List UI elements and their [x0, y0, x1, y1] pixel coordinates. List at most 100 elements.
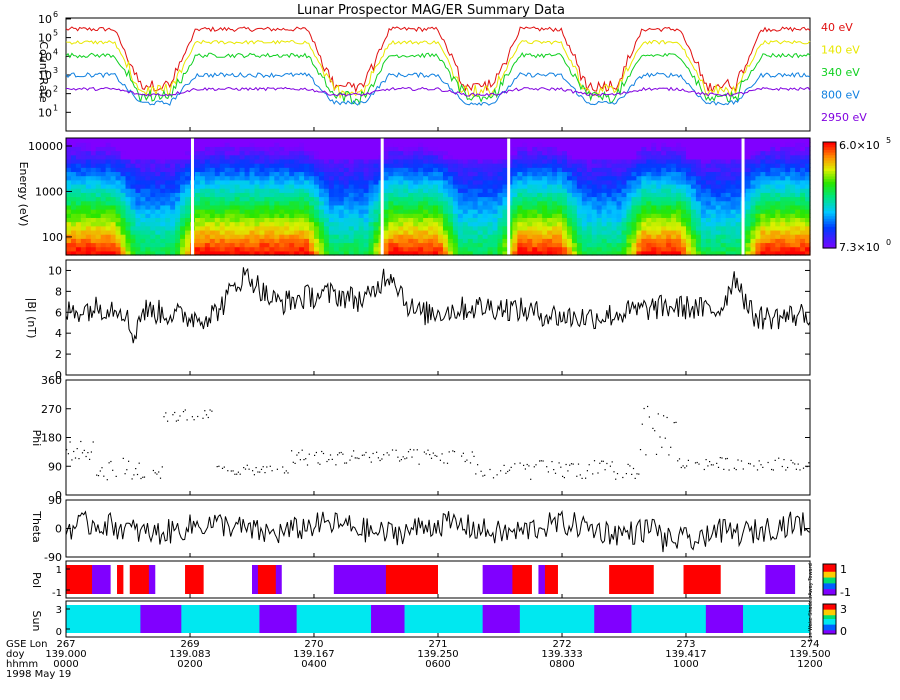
- phi-point: [567, 470, 569, 472]
- spectrogram-cell: [338, 242, 345, 248]
- phi-point: [588, 464, 590, 466]
- spectrogram-cell: [775, 150, 781, 156]
- spectrogram-cell: [165, 175, 171, 181]
- spectrogram-cell: [805, 246, 811, 252]
- spectrogram-cell: [576, 192, 583, 198]
- spectrogram-cell: [264, 163, 270, 168]
- spectrogram-cell: [398, 242, 404, 248]
- spectrogram-cell: [695, 250, 702, 256]
- spectrogram-cell: [621, 150, 628, 156]
- spectrogram-cell: [224, 204, 231, 210]
- spectrogram-cell: [234, 138, 241, 143]
- spectrogram-cell: [700, 217, 707, 223]
- spectrogram-cell: [606, 213, 613, 218]
- sun-ytick-label: 0: [56, 627, 62, 638]
- spectrogram-cell: [492, 142, 499, 147]
- spectrogram-cell: [621, 142, 628, 147]
- spectrogram-cell: [566, 138, 573, 143]
- spectrogram-cell: [368, 238, 375, 244]
- spectrogram-cell: [185, 246, 191, 252]
- spectrogram-cell: [194, 142, 201, 147]
- spectrogram-cell: [631, 217, 637, 223]
- spectrogram-cell: [90, 179, 97, 185]
- spectrogram-cell: [705, 146, 712, 152]
- spectrogram-cell: [418, 146, 424, 152]
- spectrogram-cell: [229, 150, 236, 156]
- spectrogram-cell: [304, 192, 310, 198]
- spectrogram-cell: [413, 146, 419, 152]
- phi-point: [581, 477, 583, 479]
- spectrogram-cell: [294, 238, 300, 244]
- spectrogram-cell: [224, 225, 231, 231]
- spectrogram-cell: [170, 154, 176, 160]
- spectrogram-cell: [110, 242, 117, 248]
- spectrogram-cell: [229, 188, 236, 193]
- spectrogram-cell: [413, 204, 419, 210]
- spectrogram-cell: [393, 229, 399, 235]
- spectrogram-cell: [517, 213, 523, 218]
- phi-point: [756, 469, 759, 471]
- spectrogram-cell: [333, 175, 340, 181]
- spectrogram-cell: [100, 221, 107, 227]
- sun-segment: [705, 605, 744, 633]
- spectrogram-cell: [289, 150, 295, 156]
- spectrogram-cell: [606, 179, 613, 185]
- spectrogram-cell: [194, 213, 201, 218]
- spectrogram-cell: [775, 167, 781, 173]
- spectrogram-cell: [244, 217, 251, 223]
- spectrogram-cell: [433, 163, 439, 168]
- spectrogram-cell: [581, 229, 588, 235]
- spectrogram-cell: [239, 183, 246, 189]
- spectrogram-cell: [408, 183, 414, 189]
- spectrogram-cell: [661, 179, 667, 185]
- spectrogram-cell: [204, 242, 211, 248]
- spectrogram-cell: [651, 238, 657, 244]
- spectrogram-cell: [562, 171, 568, 177]
- spectrogram-cell: [438, 138, 444, 143]
- spectrogram-cell: [199, 217, 206, 223]
- spectrogram-cell: [641, 154, 647, 160]
- spectrogram-cell: [219, 213, 226, 218]
- spectrogram-cell: [631, 204, 637, 210]
- spectrogram-cell: [785, 138, 791, 143]
- spectrogram-cell: [581, 171, 588, 177]
- spectrogram-cell: [269, 213, 275, 218]
- spectrogram-cell: [418, 163, 424, 168]
- spectrogram-cell: [666, 213, 672, 218]
- spectrogram-cell: [314, 196, 320, 202]
- spectrogram-cell: [705, 221, 712, 227]
- spectrogram-cell: [591, 188, 598, 193]
- phi-point: [577, 463, 580, 465]
- phi-point: [322, 452, 325, 455]
- spectrogram-cell: [686, 229, 692, 235]
- spectrogram-cell: [765, 163, 771, 168]
- spectrogram-cell: [438, 229, 444, 235]
- spectrogram-cell: [452, 146, 459, 152]
- spectrogram-cell: [383, 246, 389, 252]
- spectrogram-cell: [368, 234, 375, 239]
- spectrogram-cell: [735, 238, 742, 244]
- spectrogram-cell: [497, 234, 504, 239]
- spectrogram-cell: [120, 213, 127, 218]
- spectrogram-cell: [735, 146, 742, 152]
- spectrogram-cell: [725, 150, 732, 156]
- spectrogram-cell: [150, 167, 156, 173]
- spectrogram-cell: [447, 154, 454, 160]
- phi-point: [682, 465, 684, 467]
- spectrogram-cell: [666, 246, 672, 252]
- spectrogram-cell: [160, 175, 166, 181]
- spectrogram-cell: [438, 188, 444, 193]
- spectrogram-cell: [690, 183, 697, 189]
- spectrogram-cell: [596, 138, 603, 143]
- spectrogram-cell: [800, 209, 806, 214]
- spectrogram-cell: [755, 204, 761, 210]
- spectrogram-cell: [80, 221, 87, 227]
- spectrogram-cell: [423, 242, 429, 248]
- pol-colorbar-cell: [823, 583, 836, 586]
- spectrogram-cell: [150, 204, 156, 210]
- spectrogram-cell: [209, 204, 216, 210]
- phi-point: [427, 449, 429, 451]
- spectrogram-cell: [244, 158, 251, 164]
- spectrogram-cell: [264, 196, 270, 202]
- spectrogram-cell: [259, 142, 265, 147]
